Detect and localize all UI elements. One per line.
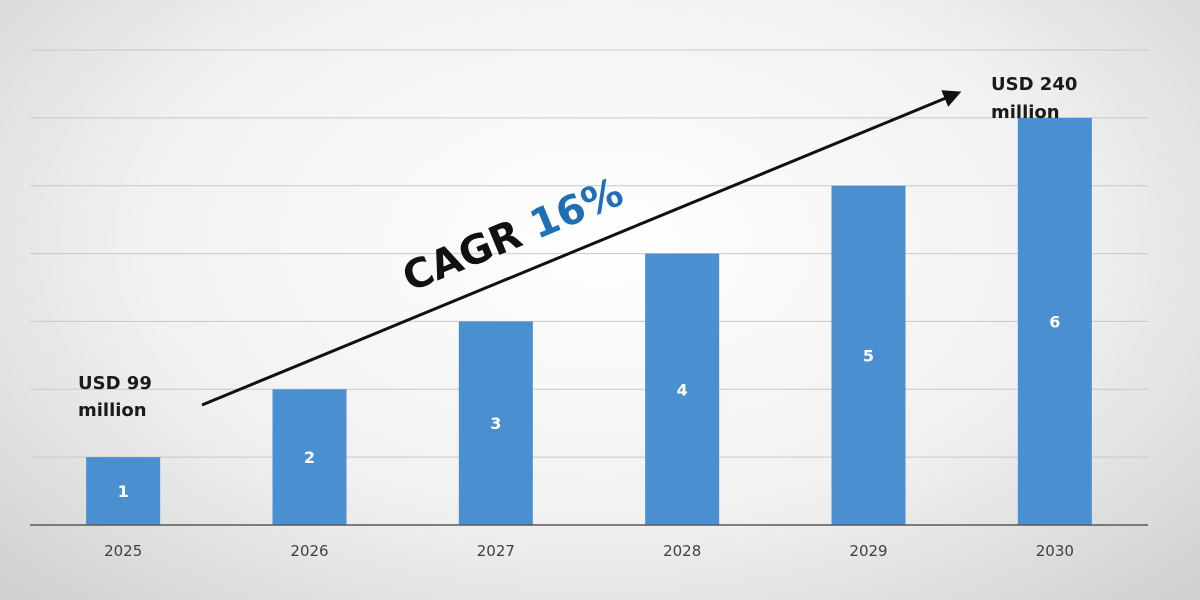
bar-data-label-2026: 2 — [304, 448, 315, 467]
bar-2029 — [831, 185, 906, 525]
bar-data-labels: 1 2 3 4 5 6 — [118, 312, 1061, 501]
bar-data-label-2030: 6 — [1049, 312, 1060, 331]
x-tick-label-2025: 2025 — [104, 542, 142, 560]
bar-data-label-2025: 1 — [118, 482, 129, 501]
start-value-label-line1: USD 99 — [78, 373, 152, 394]
cagr-annotation: CAGR 16% — [396, 169, 629, 301]
cagr-prefix: CAGR — [396, 206, 541, 301]
bar-2030 — [1017, 117, 1092, 525]
x-tick-label-2030: 2030 — [1036, 542, 1074, 560]
bar-data-label-2029: 5 — [863, 346, 874, 365]
bar-2025 — [86, 457, 161, 525]
x-tick-label-2027: 2027 — [477, 542, 515, 560]
x-tick-label-2026: 2026 — [290, 542, 328, 560]
end-value-label-line1: USD 240 — [991, 74, 1077, 95]
start-value-label-line2: million — [78, 400, 147, 421]
gridlines — [30, 49, 1148, 458]
x-axis-tick-labels: 2025 2026 2027 2028 2029 2030 — [104, 542, 1074, 560]
x-tick-label-2029: 2029 — [849, 542, 887, 560]
bar-2028 — [645, 253, 720, 526]
bar-data-label-2028: 4 — [677, 380, 688, 399]
bar-2026 — [272, 389, 347, 525]
growth-arrow — [201, 90, 962, 407]
bar-data-label-2027: 3 — [490, 414, 501, 433]
end-value-label-line2: million — [991, 102, 1060, 123]
bars — [86, 117, 1092, 526]
bar-2027 — [458, 321, 533, 525]
x-tick-label-2028: 2028 — [663, 542, 701, 560]
